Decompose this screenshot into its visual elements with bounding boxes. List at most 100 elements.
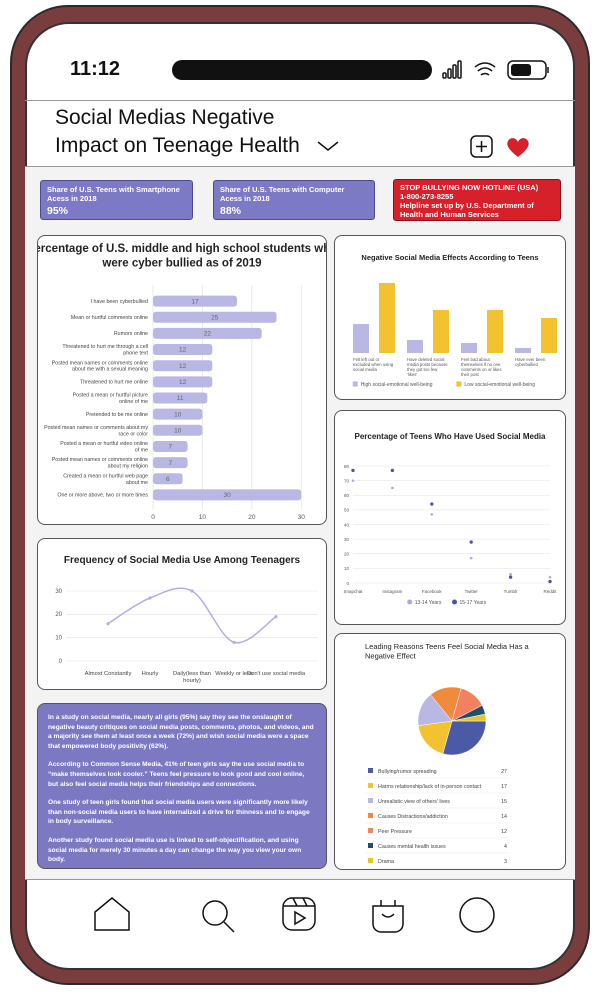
x-tick-label: Feel bad about themselves if no one commen… — [461, 357, 502, 377]
paragraph: One study of teen girls found that socia… — [48, 799, 310, 826]
legend-swatch — [368, 798, 373, 803]
chart-title: Negative Social Media Effects According … — [361, 253, 538, 262]
y-tick-label: Posted mean names or comments online abou… — [52, 360, 148, 372]
reels-icon[interactable] — [282, 897, 316, 931]
x-tick-label: Daily(less than hourly) — [173, 671, 211, 684]
point — [509, 572, 512, 576]
y-tick-label: 30 — [55, 589, 62, 595]
legend-label: Peer Pressure — [378, 829, 412, 835]
y-tick-label: 10 — [344, 566, 350, 571]
point — [351, 468, 355, 473]
bar — [541, 318, 557, 353]
y-tick-label: 30 — [344, 537, 350, 542]
y-tick-label: 10 — [55, 635, 62, 641]
legend-label: Bullying/rumor spreading — [378, 769, 437, 775]
bar — [153, 424, 203, 436]
point — [232, 640, 236, 644]
y-tick-label: Posted mean names or comments online abou… — [52, 457, 148, 469]
pie-slice — [442, 720, 487, 756]
chart-title: Frequency of Social Media Use Among Teen… — [64, 555, 301, 566]
stat-card: Share of U.S. Teens with Computer Acess … — [213, 180, 375, 220]
legend-label: Unrealistic view of others' lives — [378, 799, 450, 805]
bar — [153, 489, 302, 501]
x-tick-label: Almost Constantly — [85, 671, 132, 677]
paragraph: Another study found social media use is … — [48, 836, 302, 864]
y-tick-label: Mean or hurtful comments online — [71, 315, 148, 321]
legend-swatch — [368, 768, 373, 773]
x-tick-label: 20 — [248, 514, 256, 521]
x-tick-label: Don't use social media — [247, 671, 306, 677]
line — [107, 587, 277, 644]
text-panel: In a study on social media, nearly all g… — [37, 703, 327, 869]
x-tick-label: Weekly or less — [215, 671, 253, 677]
legend-swatch — [368, 828, 373, 833]
value-label: 22 — [204, 331, 212, 338]
bar — [153, 311, 277, 323]
legend-label: Drama — [378, 859, 394, 865]
y-tick-label: 0 — [346, 581, 349, 586]
value-label: 3 — [504, 859, 507, 865]
y-tick-label: 60 — [344, 493, 350, 498]
bar — [433, 310, 449, 353]
hotline-phone: 1-800-273-8255 — [400, 192, 454, 201]
y-tick-label: Created a mean or hurtful web page about … — [63, 473, 148, 485]
y-tick-label: I have been cyberbullied — [91, 299, 148, 305]
status-icons — [442, 60, 549, 80]
chart-card: Leading Reasons Teens Feel Social Media … — [334, 633, 566, 870]
value-label: 12 — [179, 363, 187, 370]
value-label: 17 — [191, 298, 199, 305]
stat-label: Share of U.S. Teens with Computer Acess … — [220, 185, 345, 203]
x-tick-label: Facebook — [422, 589, 443, 594]
point — [430, 512, 434, 516]
y-tick-label: Posted mean names or comments about my ra… — [44, 425, 148, 437]
x-tick-label: Have ever been cyberbullied — [515, 357, 546, 367]
add-button[interactable] — [469, 134, 495, 160]
bottom-nav — [94, 897, 495, 933]
legend-swatch — [368, 843, 373, 848]
stat-value: 88% — [220, 205, 242, 217]
pie-slice — [418, 720, 453, 755]
y-tick-label: 80 — [344, 464, 350, 469]
chart: Percentage of U.S. middle and high schoo… — [38, 243, 326, 521]
bar — [515, 348, 531, 353]
pie-slice — [451, 713, 487, 722]
legend-label: High social-emotional well-being — [361, 382, 433, 388]
value-label: 7 — [168, 460, 172, 467]
chart-title: Percentage of Teens Who Have Used Social… — [354, 432, 546, 441]
point — [274, 615, 278, 619]
bar — [153, 392, 208, 404]
home-icon[interactable] — [94, 897, 130, 931]
dynamic-island — [172, 60, 432, 80]
legend-label: Harms relationship/lack of in-person con… — [378, 784, 482, 790]
bar — [407, 340, 423, 353]
chart: Leading Reasons Teens Feel Social Media … — [365, 642, 530, 869]
dropdown-chevron[interactable] — [315, 138, 341, 154]
status-time: 11:12 — [70, 58, 121, 80]
paragraph: According to Common Sense Media, 41% of … — [48, 761, 305, 788]
point — [391, 486, 394, 490]
point — [190, 589, 194, 593]
chart-title: Leading Reasons Teens Feel Social Media … — [365, 642, 530, 660]
y-tick-label: 40 — [344, 522, 350, 527]
y-tick-label: Threatened to hurt me through a cell phon… — [62, 344, 148, 356]
bar — [153, 360, 213, 372]
point — [548, 579, 552, 584]
y-tick-label: Rumors online — [114, 331, 148, 337]
legend-swatch — [452, 599, 457, 605]
point — [148, 596, 152, 600]
legend-swatch — [407, 599, 413, 605]
page-title: Social Medias Negative Impact on Teenage… — [55, 104, 300, 160]
point — [351, 479, 355, 482]
x-tick-label: Felt left out or excluded when using socia… — [353, 357, 394, 372]
y-tick-label: Threatened to hurt me online — [80, 380, 148, 386]
bar — [153, 295, 237, 307]
like-button[interactable] — [505, 134, 531, 160]
hotline-card: STOP BULLYING NOW HOTLINE (USA) 1-800-27… — [393, 179, 561, 221]
shop-icon[interactable] — [372, 900, 404, 933]
hotline-note: Helpline set up by U.S. Department of He… — [400, 201, 534, 219]
search-icon[interactable] — [202, 900, 235, 933]
profile-icon[interactable] — [459, 897, 495, 933]
point — [430, 502, 434, 506]
stat-value: 95% — [47, 205, 69, 217]
